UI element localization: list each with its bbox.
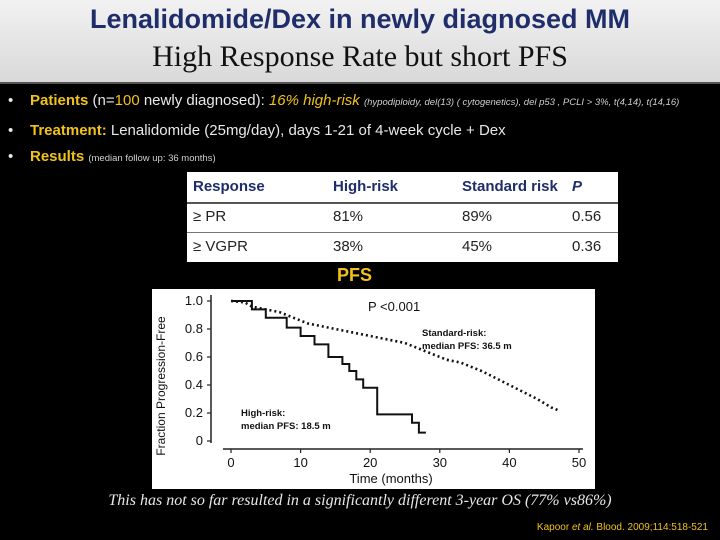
- y-tick-label: 0.4: [185, 377, 203, 392]
- y-tick-label: 0.8: [185, 321, 203, 336]
- x-axis-label: Time (months): [349, 471, 432, 486]
- pfs-label: PFS: [337, 265, 373, 285]
- bullet-results: • Results (median follow up: 36 months): [8, 148, 216, 165]
- table-header-cell: Standard risk: [462, 178, 558, 195]
- x-tick-label: 50: [572, 455, 586, 470]
- x-tick-label: 40: [502, 455, 516, 470]
- standard-risk-annotation-line1: Standard-risk:: [422, 328, 486, 339]
- patients-n-open: (n=: [92, 92, 115, 109]
- table-header-cell: P: [572, 178, 583, 195]
- x-tick-label: 10: [293, 455, 307, 470]
- high-risk-curve: [231, 300, 426, 434]
- patients-n: 100: [114, 92, 140, 109]
- table-header-row: Response High-risk Standard risk P: [187, 172, 618, 204]
- citation-ref: Blood. 2009;114:518-521: [593, 522, 708, 533]
- standard-risk-curve: [230, 299, 559, 412]
- slide-subtitle: High Response Rate but short PFS: [152, 40, 568, 73]
- bullet-dot-icon: •: [8, 92, 14, 109]
- x-tick-label: 20: [363, 455, 377, 470]
- bullet-patients: • Patients (n=100 newly diagnosed): 16% h…: [8, 92, 679, 109]
- y-tick-label: 0: [196, 433, 203, 448]
- table-cell: 38%: [333, 238, 364, 255]
- y-tick-label: 1.0: [185, 293, 203, 308]
- km-plot: Fraction Progression-Free Time (months) …: [154, 293, 586, 486]
- treatment-text: Lenalidomide (25mg/day), days 1-21 of 4-…: [110, 122, 506, 139]
- table-cell: 89%: [462, 208, 493, 225]
- citation-etal: et al.: [571, 522, 594, 533]
- table-row: ≥ PR 81% 89% 0.56: [187, 202, 618, 233]
- patients-rest: newly diagnosed):: [139, 92, 265, 109]
- table-cell: 45%: [462, 238, 493, 255]
- results-detail: (median follow up: 36 months): [88, 153, 216, 164]
- bullet-dot-icon: •: [8, 122, 14, 139]
- y-tick-label: 0.2: [185, 405, 203, 420]
- citation-authors: Kapoor: [536, 522, 572, 533]
- high-risk-annotation-line1: High-risk:: [241, 408, 285, 419]
- table-header-cell: High-risk: [333, 178, 399, 195]
- x-tick-label: 30: [433, 455, 447, 470]
- patients-label: Patients: [30, 92, 89, 109]
- table-cell: 81%: [333, 208, 364, 225]
- table-cell: 0.56: [572, 208, 602, 225]
- y-tick-label: 0.6: [185, 349, 203, 364]
- bullet-dot-icon: •: [8, 148, 14, 165]
- high-risk-annotation-line2: median PFS: 18.5 m: [241, 421, 331, 432]
- table-cell: ≥ VGPR: [193, 238, 248, 255]
- table-cell: ≥ PR: [193, 208, 227, 225]
- table-cell: 0.36: [572, 238, 602, 255]
- standard-risk-annotation-line2: median PFS: 36.5 m: [422, 341, 512, 352]
- y-axis-label: Fraction Progression-Free: [154, 316, 168, 456]
- patients-detail: (hypodiploidy, del(13) ( cytogenetics), …: [363, 97, 680, 108]
- pfs-chart: Fraction Progression-Free Time (months) …: [152, 289, 595, 489]
- citation: Kapoor et al. Blood. 2009;114:518-521: [537, 522, 708, 533]
- os-footnote: This has not so far resulted in a signif…: [108, 492, 612, 509]
- response-table: Response High-risk Standard risk P ≥ PR …: [187, 172, 618, 262]
- slide-title: Lenalidomide/Dex in newly diagnosed MM: [89, 4, 631, 34]
- x-tick-label: 0: [227, 455, 234, 470]
- treatment-label: Treatment:: [30, 122, 107, 139]
- patients-highrisk: 16% high-risk: [268, 92, 360, 109]
- title-band: Lenalidomide/Dex in newly diagnosed MM H…: [0, 0, 720, 84]
- table-header-cell: Response: [193, 178, 265, 195]
- p-value-annotation: P <0.001: [368, 299, 420, 314]
- results-label: Results: [30, 148, 85, 165]
- table-row: ≥ VGPR 38% 45% 0.36: [187, 232, 618, 262]
- bullet-treatment: • Treatment: Lenalidomide (25mg/day), day…: [8, 122, 506, 139]
